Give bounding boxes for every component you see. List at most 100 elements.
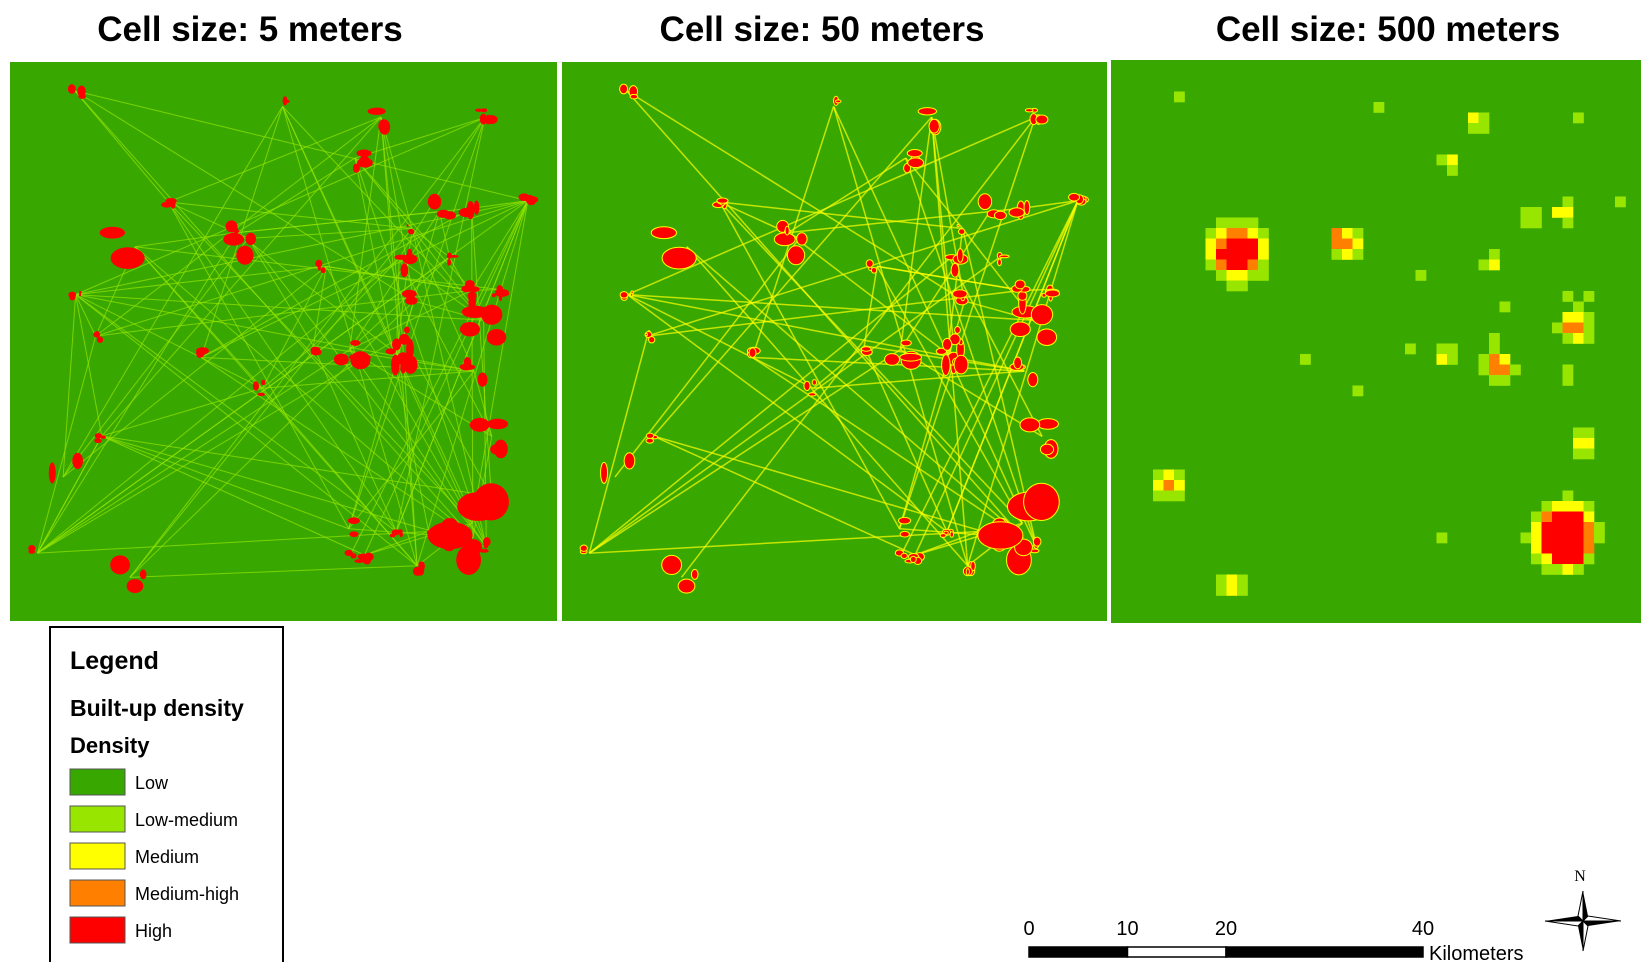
built-up-area [284,100,289,103]
scale-tick-label: 10 [1116,918,1138,940]
built-up-area [999,255,1009,258]
built-up-area [127,579,144,593]
density-cell [1584,543,1595,554]
built-up-area [245,233,255,245]
density-cell [1552,323,1563,334]
built-up-area [898,517,910,524]
density-cell [1594,533,1605,544]
density-cell [1216,260,1227,271]
density-cell [1542,533,1553,544]
built-up-area [368,108,386,115]
density-cell [1573,438,1584,449]
density-cell [1563,197,1574,208]
built-up-area [958,229,964,235]
density-cell [1563,291,1574,302]
built-up-area [348,517,360,524]
density-cell [1542,564,1553,575]
built-up-area [465,280,475,289]
density-cell [1447,155,1458,166]
density-cell [1206,239,1217,250]
legend-label: Low-medium [135,810,238,830]
density-cell [1437,344,1448,355]
built-up-area [646,438,653,443]
density-cell [1573,522,1584,533]
built-up-area [929,119,939,133]
built-up-area [646,433,653,438]
density-cell [1227,249,1238,260]
density-cell [1563,312,1574,323]
scale-tick-label: 20 [1215,918,1237,940]
density-cell [1552,564,1563,575]
built-up-area [691,569,698,579]
density-cell [1542,543,1553,554]
scale-tick-label: 0 [1023,918,1034,940]
density-cell [1563,365,1574,376]
density-cell [1563,533,1574,544]
density-cell [1216,270,1227,281]
legend-label: Medium-high [135,884,239,904]
built-up-area [649,337,655,343]
density-cell [1237,270,1248,281]
density-cell [1353,239,1364,250]
built-up-area [907,150,922,157]
built-up-area [631,293,633,296]
built-up-area [1018,291,1027,300]
built-up-area [165,198,176,203]
density-cell [1216,239,1227,250]
density-cell [1353,386,1364,397]
density-cell [1552,554,1563,565]
built-up-area [774,233,795,246]
built-up-area [459,208,474,217]
legend-swatch [70,843,125,869]
built-up-area [662,247,696,269]
built-up-area [483,537,491,546]
density-cell [1521,207,1532,218]
built-up-area [942,355,951,376]
built-up-area [901,553,907,558]
density-cell [1258,249,1269,260]
built-up-area [100,227,125,239]
density-cell [1573,323,1584,334]
built-up-area [234,226,238,235]
built-up-area [95,433,102,438]
built-up-area [645,333,647,335]
legend-label: Medium [135,847,199,867]
density-cell [1573,449,1584,460]
built-up-area [518,193,529,201]
density-cell [1174,480,1185,491]
density-cell [1584,312,1595,323]
built-up-area [624,453,635,469]
built-up-area [994,211,1006,219]
built-up-area [651,227,676,239]
density-cell [1573,312,1584,323]
built-up-area [391,355,400,376]
built-up-area [1040,444,1053,455]
density-cell [1552,512,1563,523]
built-up-area [950,532,953,537]
density-cell [1552,543,1563,554]
density-cell [1342,249,1353,260]
density-cell [1584,501,1595,512]
built-up-area [910,556,916,562]
density-cell [1500,354,1511,365]
density-cell [1258,270,1269,281]
built-up-area [93,333,95,335]
built-up-area [198,348,205,358]
figure: Cell size: 5 meters Cell size: 50 meters… [0,0,1641,962]
density-cell [1248,260,1259,271]
density-cell [1227,260,1238,271]
built-up-area [311,347,321,351]
built-up-area [68,84,76,94]
density-cell [1237,260,1248,271]
density-cell [1563,522,1574,533]
legend-swatch [70,769,125,795]
map-panel [562,62,1107,621]
built-up-area [357,158,373,168]
built-up-area [475,109,483,112]
built-up-area [900,531,909,537]
built-up-area [407,224,409,227]
built-up-area [79,293,81,296]
built-up-area [236,246,253,265]
scale-segment [1029,947,1128,957]
